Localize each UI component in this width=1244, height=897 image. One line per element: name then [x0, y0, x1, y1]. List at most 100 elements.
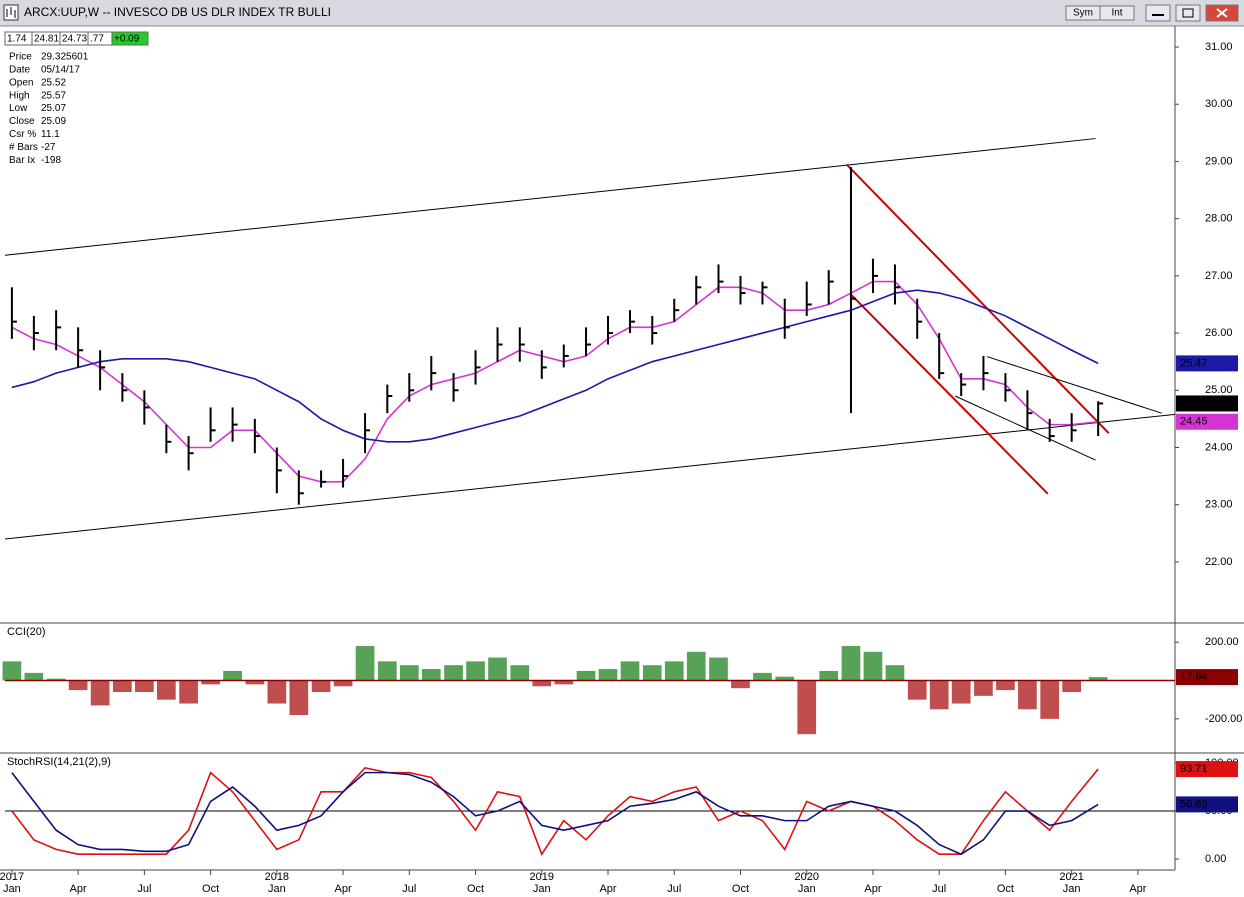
- cci-bar: [113, 680, 132, 693]
- x-tick-label: Apr: [864, 883, 881, 895]
- x-tick-label: Jan: [1063, 883, 1081, 895]
- cci-bar: [267, 680, 287, 704]
- data-window-label: Csr %: [9, 129, 36, 140]
- data-window-label: Open: [9, 77, 33, 88]
- int-button-label[interactable]: Int: [1111, 8, 1122, 19]
- x-tick-label: Jul: [667, 883, 681, 895]
- value-box: [1176, 355, 1238, 372]
- cci-bar: [554, 680, 574, 685]
- x-tick-label: Oct: [202, 883, 219, 895]
- cci-bar: [974, 680, 993, 696]
- quote-value: 1.74: [7, 34, 27, 45]
- cci-bar: [664, 661, 684, 681]
- quote-value: 24.73: [62, 34, 87, 45]
- trend-line: [954, 395, 1096, 461]
- value-box-label: 25.47: [1180, 357, 1208, 369]
- value-box-label: 24.45: [1180, 416, 1208, 428]
- trend-line: [845, 163, 1110, 434]
- cci-bar: [179, 680, 198, 704]
- quote-value: .77: [90, 34, 104, 45]
- data-window-label: Price: [9, 52, 32, 63]
- cci-bar: [620, 661, 640, 681]
- x-tick-label: Apr: [599, 883, 616, 895]
- window-title: ARCX:UUP,W -- INVESCO DB US DLR INDEX TR…: [24, 5, 331, 19]
- y-tick-label: 27.00: [1205, 270, 1233, 282]
- x-tick-label: Oct: [732, 883, 749, 895]
- panel-title: StochRSI(14,21(2),9): [7, 756, 111, 768]
- cci-bar: [510, 665, 530, 681]
- value-box: [1176, 796, 1238, 813]
- y-tick-label: 24.00: [1205, 441, 1233, 453]
- int-button[interactable]: [1099, 5, 1135, 21]
- quote-value: 24.81: [34, 34, 59, 45]
- x-tick-label: Jan: [533, 883, 551, 895]
- x-tick-label: Jan: [798, 883, 816, 895]
- x-year-label: 2020: [794, 871, 818, 883]
- x-year-label: 2018: [265, 871, 289, 883]
- stochrsi-line: [11, 771, 1099, 856]
- cci-bar: [532, 680, 552, 687]
- y-tick-label: 28.00: [1205, 213, 1233, 225]
- cci-bar: [399, 665, 419, 681]
- maximize-glyph: [1182, 8, 1194, 18]
- value-box-label: 93.71: [1180, 763, 1208, 775]
- maximize-button[interactable]: [1175, 4, 1201, 22]
- cci-bar: [289, 680, 309, 716]
- x-year-label: 2021: [1059, 871, 1083, 883]
- value-box-label: 24.77: [1180, 397, 1208, 409]
- cci-bar: [311, 680, 331, 693]
- cci-bar: [90, 680, 110, 706]
- cci-bar: [797, 680, 817, 735]
- cci-bar: [841, 646, 861, 681]
- data-window-label: High: [9, 90, 30, 101]
- trend-line: [4, 138, 1096, 256]
- data-window-value: 05/14/17: [41, 65, 80, 76]
- y-tick-label: 23.00: [1205, 499, 1233, 511]
- y-tick-label: 0.00: [1205, 853, 1226, 865]
- data-window-value: 25.09: [41, 116, 66, 127]
- cci-bar: [598, 669, 618, 681]
- value-box-label: 56.89: [1180, 798, 1208, 810]
- cci-bar: [819, 670, 839, 681]
- data-window-value: -198: [41, 155, 61, 166]
- data-window-value: 11.1: [41, 129, 60, 140]
- data-window-label: Close: [9, 116, 35, 127]
- data-window-value: 25.52: [41, 77, 66, 88]
- minimize-button[interactable]: [1145, 4, 1171, 22]
- cci-bar: [686, 651, 706, 681]
- value-box: [1176, 669, 1238, 686]
- cci-bar: [1062, 680, 1082, 693]
- cci-bar: [223, 670, 242, 681]
- cci-bar: [135, 680, 154, 693]
- quote-cell: [111, 31, 149, 46]
- cci-bar: [1040, 680, 1060, 719]
- sym-button-label[interactable]: Sym: [1073, 8, 1093, 19]
- data-window-label: # Bars: [9, 142, 38, 153]
- stochrsi-line: [11, 766, 1099, 856]
- moving-average-line: [11, 289, 1099, 443]
- cci-bar: [444, 665, 463, 681]
- cci-bar: [245, 680, 265, 685]
- x-tick-label: Apr: [1129, 883, 1146, 895]
- trend-line: [986, 356, 1162, 414]
- data-window-value: -27: [41, 142, 56, 153]
- cci-bar: [1018, 680, 1037, 710]
- data-window-value: 25.57: [41, 90, 66, 101]
- close-glyph: [1216, 8, 1228, 18]
- cci-bar: [333, 680, 353, 687]
- y-tick-label: 22.00: [1205, 556, 1233, 568]
- cci-bar: [466, 661, 485, 681]
- x-tick-label: Oct: [997, 883, 1014, 895]
- y-tick-label: 29.00: [1205, 155, 1233, 167]
- cci-bar: [775, 676, 795, 681]
- cci-bar: [24, 672, 44, 681]
- cci-bar: [488, 657, 507, 681]
- y-tick-label: 26.00: [1205, 327, 1233, 339]
- moving-average-line: [11, 280, 1099, 483]
- x-tick-label: Jan: [3, 883, 21, 895]
- x-tick-label: Apr: [335, 883, 352, 895]
- x-tick-label: Jul: [137, 883, 151, 895]
- data-window-value: 25.07: [41, 103, 66, 114]
- quote-value: +0.09: [114, 34, 140, 45]
